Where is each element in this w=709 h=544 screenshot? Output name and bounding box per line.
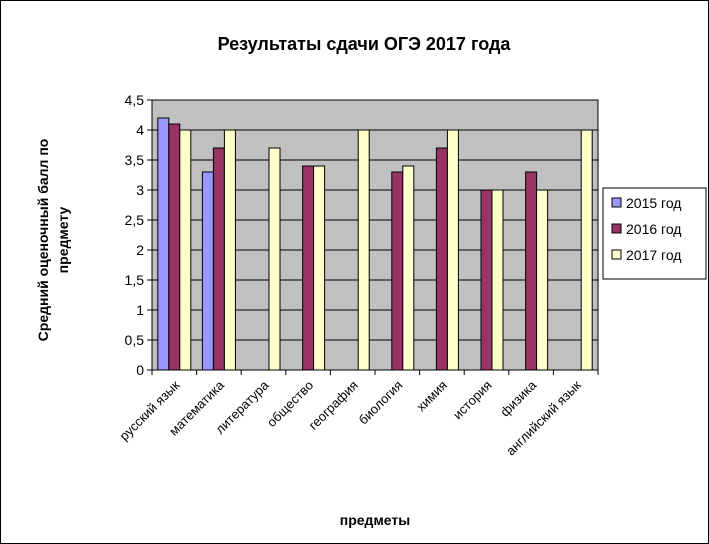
bars: [157, 117, 593, 371]
x-axis-title: предметы: [340, 512, 410, 528]
bar: [491, 189, 504, 371]
y-tick-label: 3,5: [125, 152, 145, 168]
bar: [446, 129, 459, 371]
legend-swatch: [611, 249, 622, 260]
bar: [580, 129, 593, 371]
legend-swatch: [611, 223, 622, 234]
bar: [157, 117, 170, 371]
y-tick-label: 0,5: [125, 332, 145, 348]
bar: [168, 123, 181, 371]
bar: [402, 165, 415, 371]
bar: [212, 147, 225, 371]
chart-title: Результаты сдачи ОГЭ 2017 года: [218, 34, 512, 54]
y-tick-label: 2: [136, 242, 144, 258]
legend: 2015 год 2016 год 2017 год: [602, 187, 707, 280]
bar: [536, 189, 549, 371]
bar: [435, 147, 448, 371]
y-tick-label: 2,5: [125, 212, 145, 228]
y-axis-title: Средний оценочный балл по предмету: [35, 139, 71, 342]
y-axis-title-line-1: Средний оценочный балл по: [35, 139, 51, 342]
y-axis-title-line-2: предмету: [55, 206, 71, 273]
bar: [313, 165, 326, 371]
bar: [525, 171, 538, 371]
bar: [268, 147, 281, 371]
bar: [391, 171, 404, 371]
y-tick-labels: 0 0,5 1 1,5 2 2,5 3 3,5 4 4,5: [125, 92, 145, 378]
legend-label: 2017 год: [626, 247, 681, 263]
bar: [302, 165, 315, 371]
y-tick-label: 0: [136, 362, 144, 378]
bar: [223, 129, 236, 371]
y-tick-label: 4,5: [125, 92, 145, 108]
y-tick-label: 3: [136, 182, 144, 198]
bar: [201, 171, 214, 371]
legend-label: 2016 год: [626, 221, 681, 237]
legend-label: 2015 год: [626, 195, 681, 211]
y-tick-label: 1,5: [125, 272, 145, 288]
y-tick-label: 1: [136, 302, 144, 318]
legend-swatch: [611, 197, 622, 208]
bar: [357, 129, 370, 371]
bar: [179, 129, 192, 371]
y-tick-label: 4: [136, 122, 144, 138]
bar: [480, 189, 493, 371]
